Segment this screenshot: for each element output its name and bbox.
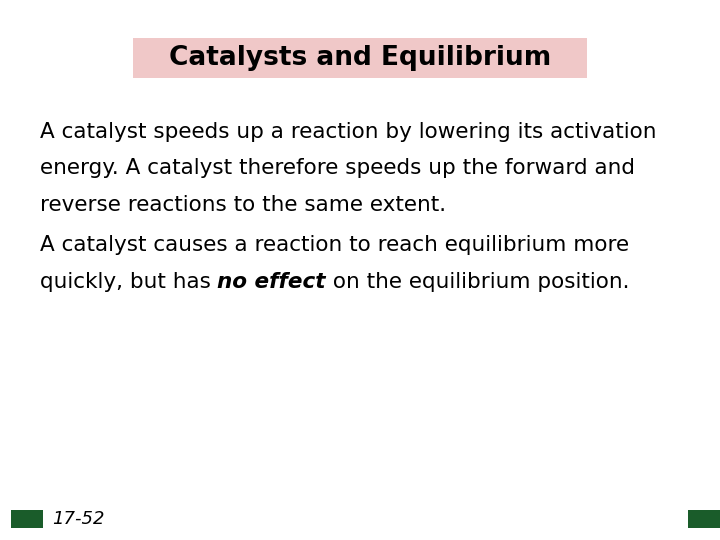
Text: 17-52: 17-52: [52, 510, 104, 528]
Text: on the equilibrium position.: on the equilibrium position.: [326, 272, 629, 292]
Text: energy. A catalyst therefore speeds up the forward and: energy. A catalyst therefore speeds up t…: [40, 158, 634, 178]
Text: Catalysts and Equilibrium: Catalysts and Equilibrium: [169, 45, 551, 71]
Text: quickly, but has: quickly, but has: [40, 272, 217, 292]
Text: no effect: no effect: [217, 272, 326, 292]
Text: reverse reactions to the same extent.: reverse reactions to the same extent.: [40, 195, 446, 215]
FancyBboxPatch shape: [11, 510, 43, 528]
Text: A catalyst causes a reaction to reach equilibrium more: A catalyst causes a reaction to reach eq…: [40, 235, 629, 255]
FancyBboxPatch shape: [688, 510, 720, 528]
FancyBboxPatch shape: [133, 38, 587, 78]
Text: A catalyst speeds up a reaction by lowering its activation: A catalyst speeds up a reaction by lower…: [40, 122, 656, 141]
